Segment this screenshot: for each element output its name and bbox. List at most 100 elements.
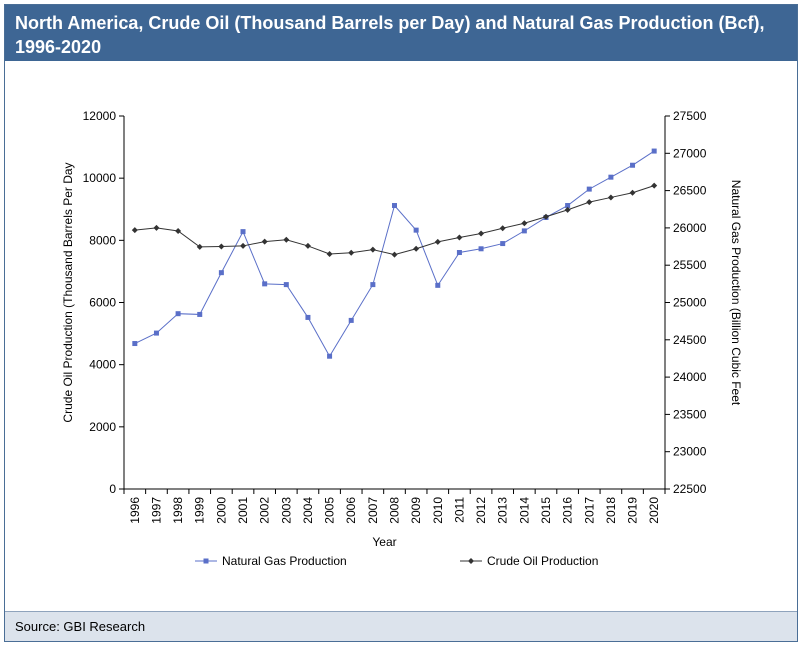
gas-point bbox=[392, 203, 397, 209]
x-tick-label: 2003 bbox=[279, 497, 293, 524]
x-tick-label: 2010 bbox=[431, 497, 445, 524]
gas-point bbox=[175, 311, 181, 317]
x-tick-label: 2006 bbox=[344, 497, 358, 524]
gas-point bbox=[435, 282, 441, 288]
oil-point bbox=[651, 182, 658, 189]
gas-point bbox=[608, 174, 614, 180]
x-tick-label: 1999 bbox=[193, 497, 207, 524]
legend-label: Natural Gas Production bbox=[222, 554, 347, 568]
gas-point bbox=[521, 228, 527, 234]
oil-point bbox=[153, 224, 160, 231]
gas-point bbox=[348, 317, 354, 323]
y-tick-label-right: 23000 bbox=[673, 445, 707, 459]
gas-point bbox=[305, 314, 311, 320]
oil-point bbox=[175, 228, 182, 235]
x-tick-label: 1997 bbox=[149, 497, 163, 524]
oil-point bbox=[131, 227, 138, 234]
y-tick-label-right: 26000 bbox=[673, 221, 707, 235]
gas-point bbox=[413, 227, 419, 233]
oil-point bbox=[434, 238, 441, 245]
axes: 0 2000 4000 6000 8000 10000 12000 22500 23000 235… bbox=[61, 109, 743, 549]
legend-label: Crude Oil Production bbox=[487, 554, 598, 568]
x-tick-label: 1998 bbox=[171, 497, 185, 524]
y-tick-label-right: 24500 bbox=[673, 333, 707, 347]
gas-point bbox=[586, 186, 592, 192]
legend-marker-gas bbox=[203, 558, 209, 564]
gas-point bbox=[500, 241, 506, 247]
x-axis-title: Year bbox=[372, 535, 396, 549]
chart: 0 2000 4000 6000 8000 10000 12000 22500 23000 235… bbox=[61, 109, 743, 568]
x-tick-label: 2018 bbox=[604, 497, 618, 524]
oil-point bbox=[283, 236, 290, 243]
x-tick-label: 2012 bbox=[474, 497, 488, 524]
gas-point bbox=[456, 250, 462, 256]
x-tick-label: 2011 bbox=[452, 497, 466, 523]
oil-point bbox=[607, 194, 614, 201]
gas-point bbox=[197, 311, 203, 317]
series-layer bbox=[131, 148, 658, 359]
oil-point bbox=[391, 251, 398, 258]
x-tick-label: 2000 bbox=[214, 497, 228, 524]
oil-point bbox=[521, 220, 528, 227]
chart-frame: North America, Crude Oil (Thousand Barre… bbox=[4, 4, 798, 642]
gas-point bbox=[153, 330, 159, 336]
oil-point bbox=[586, 199, 593, 206]
x-tick-label: 2001 bbox=[236, 497, 250, 524]
y-tick-label-left: 2000 bbox=[89, 420, 116, 434]
oil-point bbox=[240, 242, 247, 249]
y-tick-label-right: 22500 bbox=[673, 482, 707, 496]
y-axis-title-right: Natural Gas Production (Billion Cubic Fe… bbox=[729, 180, 743, 406]
gas-point bbox=[478, 246, 484, 252]
oil-point bbox=[304, 242, 311, 249]
oil-point bbox=[499, 225, 506, 232]
oil-point bbox=[348, 249, 355, 256]
oil-point bbox=[564, 206, 571, 213]
y-tick-label-left: 8000 bbox=[89, 233, 116, 247]
x-tick-label: 2020 bbox=[647, 497, 661, 524]
gas-point bbox=[218, 270, 224, 276]
y-tick-label-right: 27000 bbox=[673, 146, 707, 160]
y-tick-label-right: 27500 bbox=[673, 109, 707, 123]
oil-point bbox=[413, 245, 420, 252]
gas-point bbox=[283, 282, 289, 288]
y-tick-label-left: 4000 bbox=[89, 358, 116, 372]
x-tick-label: 2019 bbox=[626, 497, 640, 524]
y-tick-label-left: 6000 bbox=[89, 296, 116, 310]
y-tick-label-left: 12000 bbox=[83, 109, 117, 123]
oil-point bbox=[478, 230, 485, 237]
chart-header: North America, Crude Oil (Thousand Barre… bbox=[5, 5, 797, 61]
gas-point bbox=[327, 353, 333, 359]
y-tick-label-right: 26500 bbox=[673, 184, 707, 198]
gas-point bbox=[565, 203, 571, 209]
y-tick-label-right: 24000 bbox=[673, 370, 707, 384]
x-tick-label: 2009 bbox=[409, 497, 423, 524]
oil-point bbox=[218, 243, 225, 250]
x-tick-label: 2015 bbox=[539, 497, 553, 524]
oil-point bbox=[456, 234, 463, 241]
legend-marker-oil bbox=[468, 558, 474, 564]
y-axis-title-left: Crude Oil Production (Thousand Barrels P… bbox=[61, 162, 75, 422]
gas-point bbox=[370, 282, 376, 288]
x-tick-label: 2004 bbox=[301, 497, 315, 524]
gas-point bbox=[132, 341, 138, 347]
x-tick-label: 2017 bbox=[582, 497, 596, 524]
x-tick-label: 2005 bbox=[323, 497, 337, 524]
y-tick-label-right: 25000 bbox=[673, 296, 707, 310]
x-tick-label: 2002 bbox=[258, 497, 272, 524]
x-tick-label: 2007 bbox=[366, 497, 380, 524]
x-tick-label: 2016 bbox=[561, 497, 575, 524]
y-tick-label-right: 25500 bbox=[673, 258, 707, 272]
x-tick-label: 2013 bbox=[496, 497, 510, 524]
gas-point bbox=[651, 148, 657, 154]
legend: Natural Gas Production Crude Oil Producti… bbox=[195, 554, 598, 568]
oil-point bbox=[369, 246, 376, 253]
y-tick-label-left: 10000 bbox=[83, 171, 117, 185]
x-tick-label: 1996 bbox=[128, 497, 142, 524]
y-tick-label-left: 0 bbox=[109, 482, 116, 496]
x-tick-label: 2014 bbox=[517, 497, 531, 524]
x-tick-label: 2008 bbox=[388, 497, 402, 524]
oil-point bbox=[261, 238, 268, 245]
y-tick-label-right: 23500 bbox=[673, 407, 707, 421]
oil-series-line bbox=[134, 185, 655, 256]
oil-point bbox=[326, 251, 333, 258]
